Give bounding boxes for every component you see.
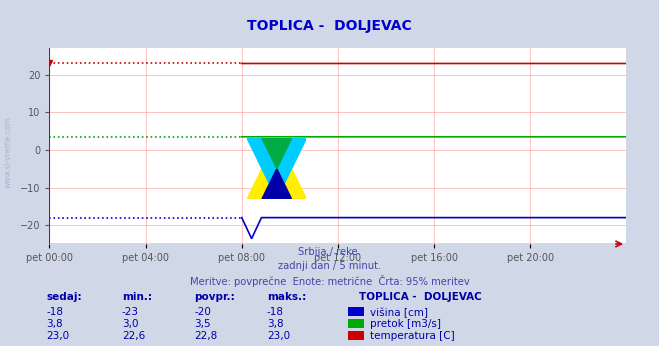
Text: min.:: min.: <box>122 292 152 302</box>
Text: temperatura [C]: temperatura [C] <box>370 331 455 342</box>
Polygon shape <box>247 138 306 199</box>
Polygon shape <box>262 169 292 199</box>
Text: 23,0: 23,0 <box>46 331 69 342</box>
Text: Srbija / reke.: Srbija / reke. <box>298 247 361 257</box>
Text: TOPLICA -  DOLJEVAC: TOPLICA - DOLJEVAC <box>247 19 412 33</box>
Text: Meritve: povprečne  Enote: metrične  Črta: 95% meritev: Meritve: povprečne Enote: metrične Črta:… <box>190 275 469 287</box>
Text: 22,8: 22,8 <box>194 331 217 342</box>
Text: 3,8: 3,8 <box>267 319 283 329</box>
Text: -20: -20 <box>194 307 212 317</box>
Text: 22,6: 22,6 <box>122 331 145 342</box>
Text: TOPLICA -  DOLJEVAC: TOPLICA - DOLJEVAC <box>359 292 482 302</box>
Text: višina [cm]: višina [cm] <box>370 307 428 318</box>
Text: -18: -18 <box>46 307 63 317</box>
Text: 3,8: 3,8 <box>46 319 63 329</box>
Text: -23: -23 <box>122 307 139 317</box>
Text: maks.:: maks.: <box>267 292 306 302</box>
Text: sedaj:: sedaj: <box>46 292 82 302</box>
Polygon shape <box>262 138 292 169</box>
Text: zadnji dan / 5 minut.: zadnji dan / 5 minut. <box>278 261 381 271</box>
Text: 3,5: 3,5 <box>194 319 211 329</box>
Bar <box>348 307 364 316</box>
Text: -18: -18 <box>267 307 284 317</box>
Text: povpr.:: povpr.: <box>194 292 235 302</box>
Text: 23,0: 23,0 <box>267 331 290 342</box>
Text: www.si-vreme.com: www.si-vreme.com <box>3 116 13 188</box>
Bar <box>348 319 364 328</box>
Text: 3,0: 3,0 <box>122 319 138 329</box>
Text: pretok [m3/s]: pretok [m3/s] <box>370 319 442 329</box>
Bar <box>348 331 364 340</box>
Polygon shape <box>247 138 306 199</box>
